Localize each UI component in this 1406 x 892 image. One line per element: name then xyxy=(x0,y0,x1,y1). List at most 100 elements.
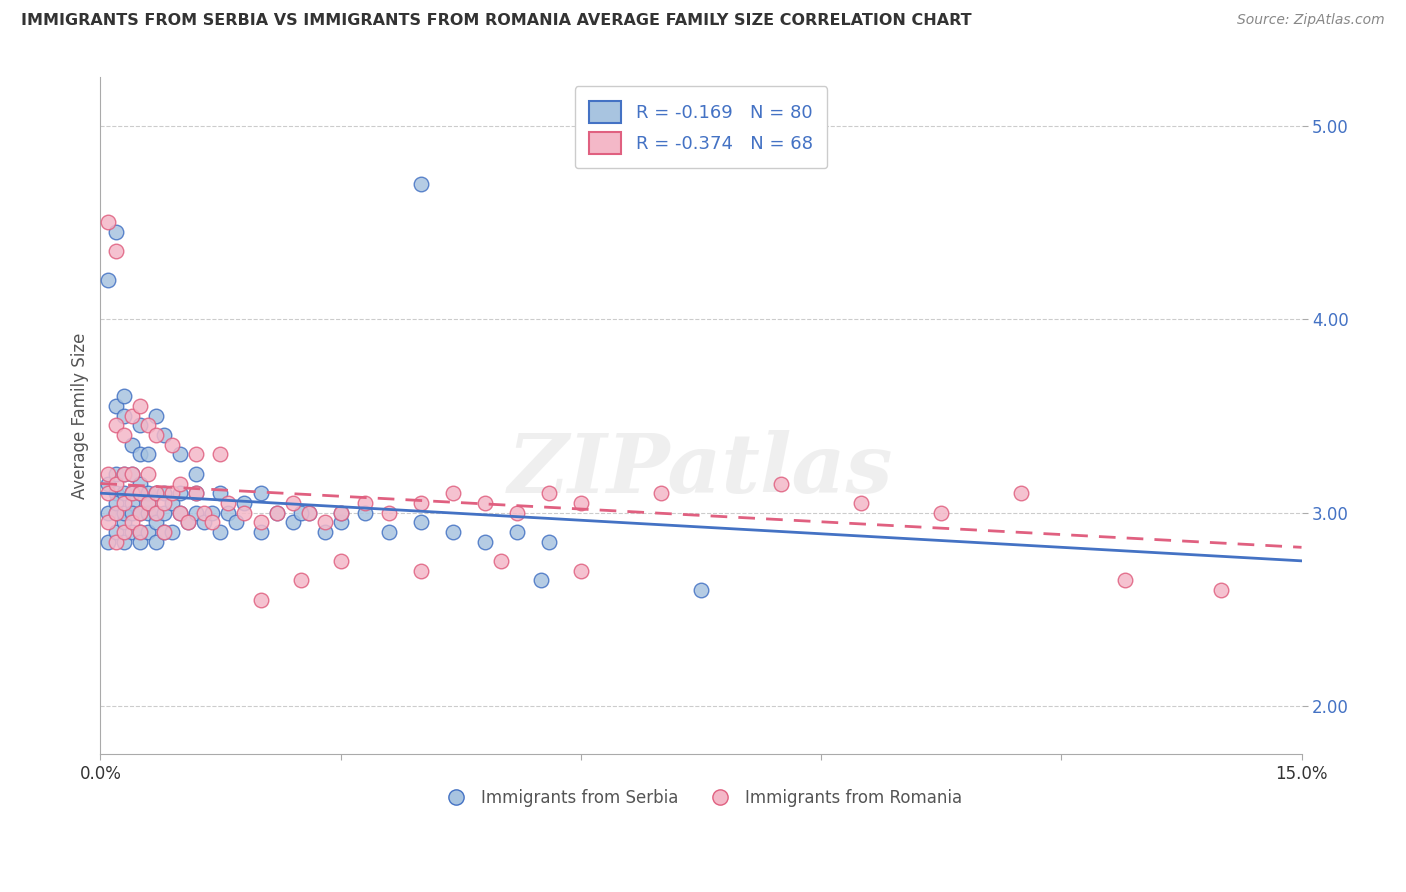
Point xyxy=(121,486,143,500)
Point xyxy=(105,244,128,259)
Point xyxy=(353,506,375,520)
Point xyxy=(441,486,464,500)
Point xyxy=(129,506,152,520)
Point xyxy=(105,524,128,539)
Point xyxy=(409,564,432,578)
Point xyxy=(105,496,128,510)
Point xyxy=(129,486,152,500)
Point xyxy=(186,467,208,481)
Point xyxy=(377,506,399,520)
Text: Source: ZipAtlas.com: Source: ZipAtlas.com xyxy=(1237,13,1385,28)
Point xyxy=(129,506,152,520)
Point xyxy=(153,506,176,520)
Point xyxy=(329,506,352,520)
Point xyxy=(121,515,143,529)
Point xyxy=(162,438,184,452)
Point xyxy=(145,506,167,520)
Point xyxy=(314,515,336,529)
Point xyxy=(233,496,256,510)
Point xyxy=(121,496,143,510)
Point xyxy=(97,476,120,491)
Point xyxy=(1114,573,1136,587)
Point xyxy=(145,428,167,442)
Point xyxy=(129,476,152,491)
Point xyxy=(169,506,191,520)
Point xyxy=(138,496,160,510)
Point xyxy=(129,534,152,549)
Text: ZIPatlas: ZIPatlas xyxy=(508,430,894,510)
Point xyxy=(138,418,160,433)
Point xyxy=(105,225,128,239)
Point xyxy=(112,389,135,403)
Point xyxy=(97,486,120,500)
Point xyxy=(105,506,128,520)
Legend: Immigrants from Serbia, Immigrants from Romania: Immigrants from Serbia, Immigrants from … xyxy=(433,782,969,814)
Point xyxy=(297,506,319,520)
Point xyxy=(769,476,792,491)
Point xyxy=(409,496,432,510)
Point xyxy=(281,496,304,510)
Point xyxy=(209,486,232,500)
Point xyxy=(409,177,432,191)
Point xyxy=(650,486,672,500)
Point xyxy=(145,409,167,423)
Point xyxy=(169,506,191,520)
Point xyxy=(162,496,184,510)
Point xyxy=(169,448,191,462)
Point xyxy=(121,438,143,452)
Point xyxy=(112,428,135,442)
Y-axis label: Average Family Size: Average Family Size xyxy=(72,333,89,499)
Point xyxy=(377,524,399,539)
Point xyxy=(105,467,128,481)
Text: IMMIGRANTS FROM SERBIA VS IMMIGRANTS FROM ROMANIA AVERAGE FAMILY SIZE CORRELATIO: IMMIGRANTS FROM SERBIA VS IMMIGRANTS FRO… xyxy=(21,13,972,29)
Point xyxy=(129,399,152,413)
Point xyxy=(249,486,271,500)
Point xyxy=(290,573,312,587)
Point xyxy=(97,215,120,229)
Point xyxy=(162,524,184,539)
Point xyxy=(209,448,232,462)
Point xyxy=(105,418,128,433)
Point xyxy=(249,592,271,607)
Point xyxy=(145,506,167,520)
Point xyxy=(474,534,496,549)
Point xyxy=(97,534,120,549)
Point xyxy=(105,476,128,491)
Point xyxy=(138,467,160,481)
Point xyxy=(201,515,224,529)
Point xyxy=(441,524,464,539)
Point xyxy=(145,534,167,549)
Point xyxy=(97,515,120,529)
Point xyxy=(112,467,135,481)
Point xyxy=(1211,582,1233,597)
Point xyxy=(290,506,312,520)
Point xyxy=(329,506,352,520)
Point xyxy=(281,515,304,529)
Point xyxy=(121,524,143,539)
Point xyxy=(129,486,152,500)
Point xyxy=(249,524,271,539)
Point xyxy=(409,515,432,529)
Point xyxy=(138,506,160,520)
Point xyxy=(177,515,200,529)
Point xyxy=(112,515,135,529)
Point xyxy=(121,467,143,481)
Point xyxy=(112,506,135,520)
Point xyxy=(121,506,143,520)
Point xyxy=(186,448,208,462)
Point xyxy=(145,486,167,500)
Point xyxy=(153,524,176,539)
Point xyxy=(138,448,160,462)
Point xyxy=(112,467,135,481)
Point xyxy=(129,418,152,433)
Point xyxy=(218,496,240,510)
Point xyxy=(145,486,167,500)
Point xyxy=(186,486,208,500)
Point xyxy=(105,486,128,500)
Point xyxy=(153,428,176,442)
Point xyxy=(105,399,128,413)
Point xyxy=(112,496,135,510)
Point xyxy=(121,409,143,423)
Point xyxy=(138,496,160,510)
Point xyxy=(266,506,288,520)
